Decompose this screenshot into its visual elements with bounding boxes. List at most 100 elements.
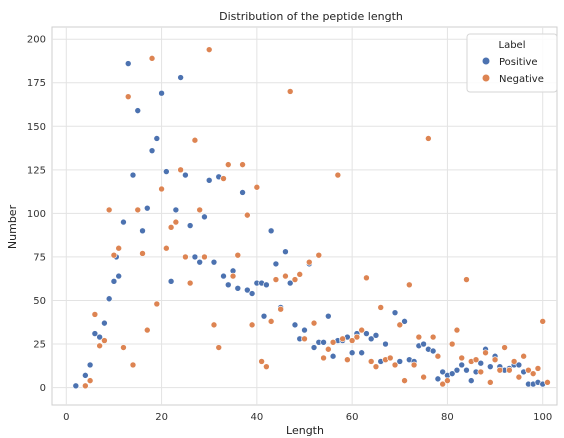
data-point-positive	[515, 361, 523, 369]
x-tick-label: 80	[441, 412, 454, 423]
data-point-negative	[134, 206, 142, 214]
data-point-negative	[406, 281, 413, 289]
data-point-negative	[101, 337, 108, 344]
data-point-negative	[158, 185, 165, 193]
x-tick-label: 20	[155, 412, 168, 423]
y-tick-label: 50	[33, 296, 46, 307]
data-point-positive	[120, 218, 127, 226]
data-point-negative	[301, 335, 308, 343]
data-point-positive	[191, 253, 199, 261]
data-point-positive	[429, 347, 437, 355]
data-point-negative	[167, 224, 175, 231]
y-tick-label: 200	[27, 35, 46, 46]
x-axis-label: Length	[286, 424, 324, 437]
data-point-positive	[272, 260, 280, 268]
data-point-positive	[224, 281, 232, 289]
data-point-negative	[372, 363, 380, 370]
data-point-negative	[139, 250, 146, 257]
data-point-positive	[329, 352, 337, 360]
data-point-positive	[220, 272, 227, 280]
data-point-negative	[182, 253, 189, 261]
data-point-negative	[234, 251, 242, 259]
data-point-negative	[110, 251, 118, 259]
data-point-positive	[477, 359, 485, 367]
data-point-positive	[263, 281, 270, 289]
legend-label-positive: Positive	[499, 57, 538, 68]
data-point-positive	[96, 333, 103, 341]
data-point-positive	[434, 375, 442, 383]
data-point-negative	[244, 211, 251, 219]
data-point-negative	[205, 46, 213, 53]
data-point-positive	[82, 372, 89, 379]
chart-title: Distribution of the peptide length	[219, 10, 403, 23]
data-point-positive	[401, 318, 408, 325]
x-tick-label: 60	[346, 412, 359, 423]
data-point-positive	[177, 74, 184, 81]
data-point-positive	[420, 340, 427, 348]
data-point-negative	[329, 338, 337, 346]
data-point-negative	[291, 276, 299, 283]
y-axis-label: Number	[6, 204, 19, 249]
data-point-negative	[506, 366, 513, 374]
data-point-negative	[210, 321, 218, 329]
data-point-negative	[401, 377, 408, 384]
data-points	[72, 46, 551, 390]
data-point-negative	[220, 175, 227, 182]
data-point-negative	[534, 365, 542, 372]
data-point-negative	[124, 93, 132, 100]
y-tick-label: 125	[27, 165, 46, 176]
data-point-negative	[515, 373, 523, 381]
data-point-positive	[105, 295, 113, 303]
data-point-positive	[239, 189, 246, 196]
data-point-positive	[143, 204, 151, 212]
y-tick-label: 0	[40, 383, 46, 394]
data-point-negative	[272, 276, 280, 283]
data-point-negative	[196, 206, 203, 214]
data-point-positive	[325, 312, 332, 320]
data-point-negative	[248, 321, 256, 329]
data-point-negative	[348, 337, 356, 344]
data-point-negative	[310, 319, 318, 327]
data-point-positive	[248, 290, 256, 297]
data-point-positive	[367, 335, 375, 343]
data-point-positive	[148, 147, 156, 154]
data-point-positive	[286, 279, 294, 287]
data-point-positive	[396, 358, 404, 365]
data-point-positive	[196, 258, 203, 266]
data-point-positive	[391, 309, 399, 316]
data-point-positive	[363, 330, 370, 337]
data-point-positive	[186, 222, 194, 229]
data-point-negative	[253, 183, 261, 191]
y-tick-label: 75	[33, 252, 46, 263]
data-point-negative	[491, 356, 499, 364]
data-point-positive	[310, 344, 318, 351]
data-point-positive	[110, 278, 118, 285]
data-point-negative	[544, 379, 551, 386]
data-point-negative	[496, 366, 504, 374]
data-point-negative	[434, 352, 442, 360]
data-point-negative	[277, 305, 284, 313]
legend: Label Positive Negative	[466, 33, 558, 93]
data-point-positive	[234, 284, 242, 292]
data-point-negative	[344, 356, 351, 364]
data-point-positive	[448, 370, 456, 377]
data-point-negative	[191, 136, 199, 144]
data-point-negative	[429, 333, 437, 341]
data-point-negative	[320, 354, 327, 362]
data-point-positive	[86, 361, 94, 369]
legend-title: Label	[499, 40, 526, 51]
y-tick-label: 150	[27, 122, 46, 133]
series-negative	[82, 46, 551, 390]
data-point-positive	[301, 326, 308, 334]
data-point-negative	[539, 318, 547, 325]
data-point-positive	[358, 349, 365, 357]
data-point-negative	[472, 356, 480, 364]
data-point-positive	[172, 206, 180, 214]
data-point-negative	[420, 373, 427, 381]
data-point-positive	[320, 338, 327, 346]
data-point-negative	[267, 318, 275, 325]
legend-label-negative: Negative	[499, 74, 544, 85]
data-point-negative	[458, 354, 466, 362]
data-point-positive	[282, 248, 289, 256]
data-point-negative	[153, 300, 161, 308]
